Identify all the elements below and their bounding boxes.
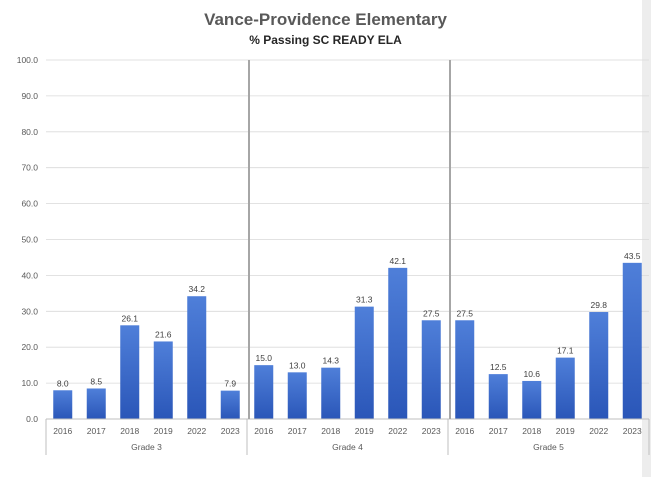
bar (421, 320, 441, 419)
data-label: 43.5 (624, 251, 641, 261)
data-label: 42.1 (389, 256, 406, 266)
x-tick-label: 2019 (355, 426, 374, 436)
y-tick-label: 60.0 (21, 199, 38, 209)
bar (53, 390, 73, 419)
group-label: Grade 5 (533, 442, 564, 452)
data-label: 10.6 (523, 369, 540, 379)
bar (187, 296, 207, 419)
data-label: 15.0 (255, 353, 272, 363)
group-label: Grade 4 (332, 442, 363, 452)
data-label: 7.9 (224, 379, 236, 389)
data-label: 21.6 (155, 329, 172, 339)
bar (555, 357, 575, 419)
bar (120, 325, 140, 419)
data-label: 14.3 (322, 356, 339, 366)
x-tick-label: 2022 (187, 426, 206, 436)
data-label: 29.8 (590, 300, 607, 310)
bar (254, 365, 274, 419)
bar (86, 388, 106, 419)
x-tick-label: 2019 (556, 426, 575, 436)
bar (321, 367, 341, 419)
data-label: 27.5 (423, 308, 440, 318)
y-tick-label: 70.0 (21, 163, 38, 173)
chart-subtitle: % Passing SC READY ELA (249, 33, 402, 47)
y-tick-label: 90.0 (21, 91, 38, 101)
x-tick-label: 2016 (53, 426, 72, 436)
x-tick-label: 2023 (623, 426, 642, 436)
y-tick-label: 0.0 (26, 414, 38, 424)
x-tick-label: 2016 (455, 426, 474, 436)
x-tick-label: 2018 (120, 426, 139, 436)
x-tick-label: 2018 (321, 426, 340, 436)
x-tick-label: 2019 (154, 426, 173, 436)
x-tick-label: 2022 (388, 426, 407, 436)
data-label: 12.5 (490, 362, 507, 372)
data-label: 31.3 (356, 295, 373, 305)
bar (622, 262, 642, 419)
bar (388, 267, 408, 419)
bar (287, 372, 307, 419)
group-label: Grade 3 (131, 442, 162, 452)
x-tick-label: 2017 (288, 426, 307, 436)
y-tick-label: 50.0 (21, 235, 38, 245)
data-label: 17.1 (557, 346, 574, 356)
x-tick-label: 2022 (589, 426, 608, 436)
bar (153, 341, 173, 419)
y-tick-label: 20.0 (21, 342, 38, 352)
data-label: 8.5 (90, 376, 102, 386)
bar (522, 380, 542, 419)
y-tick-label: 40.0 (21, 270, 38, 280)
x-tick-label: 2018 (522, 426, 541, 436)
x-tick-label: 2023 (422, 426, 441, 436)
bar (488, 374, 508, 419)
y-tick-label: 100.0 (17, 55, 39, 65)
data-label: 27.5 (456, 308, 473, 318)
bar (354, 306, 374, 419)
data-label: 13.0 (289, 360, 306, 370)
window-edge (642, 0, 651, 477)
bar (455, 320, 475, 419)
y-tick-label: 10.0 (21, 378, 38, 388)
x-tick-label: 2023 (221, 426, 240, 436)
chart-title: Vance-Providence Elementary (204, 10, 447, 29)
data-label: 26.1 (121, 313, 138, 323)
x-tick-label: 2016 (254, 426, 273, 436)
bar (220, 390, 240, 419)
data-label: 8.0 (57, 378, 69, 388)
x-tick-label: 2017 (489, 426, 508, 436)
y-tick-label: 80.0 (21, 127, 38, 137)
y-tick-label: 30.0 (21, 306, 38, 316)
x-tick-label: 2017 (87, 426, 106, 436)
data-label: 34.2 (188, 284, 205, 294)
bar (589, 312, 609, 419)
